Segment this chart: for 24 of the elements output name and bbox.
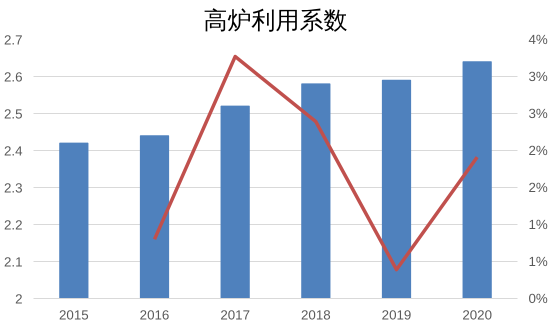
y-tick-label: 2.1 xyxy=(4,254,23,270)
chart-title: 高炉利用系数 xyxy=(204,8,348,34)
y2-tick-label: 3% xyxy=(528,69,548,84)
y-tick-label: 2.6 xyxy=(4,70,23,84)
y-tick-label: 2.7 xyxy=(4,32,23,48)
x-tick-label: 2018 xyxy=(301,308,331,322)
y-tick-label: 2.2 xyxy=(4,218,23,232)
x-tick-label: 2017 xyxy=(220,308,250,322)
y-tick-label: 2 xyxy=(15,292,23,306)
x-tick-label: 2015 xyxy=(59,308,89,322)
y-tick-label: 2.3 xyxy=(4,180,23,196)
y2-tick-label: 3% xyxy=(528,106,548,121)
y-tick-label: 2.5 xyxy=(4,106,23,122)
y2-tick-label: 4% xyxy=(528,32,548,47)
y2-tick-label: 2% xyxy=(528,143,548,158)
x-tick-label: 2020 xyxy=(462,308,492,322)
y2-tick-label: 0% xyxy=(528,291,548,306)
y-tick-label: 2.4 xyxy=(4,144,24,158)
x-tick-label: 2019 xyxy=(382,308,412,322)
y2-tick-label: 1% xyxy=(528,217,548,232)
x-tick-label: 2016 xyxy=(140,308,170,322)
y2-tick-label: 2% xyxy=(528,180,548,195)
line-series xyxy=(152,54,479,272)
y2-tick-label: 1% xyxy=(528,254,548,269)
